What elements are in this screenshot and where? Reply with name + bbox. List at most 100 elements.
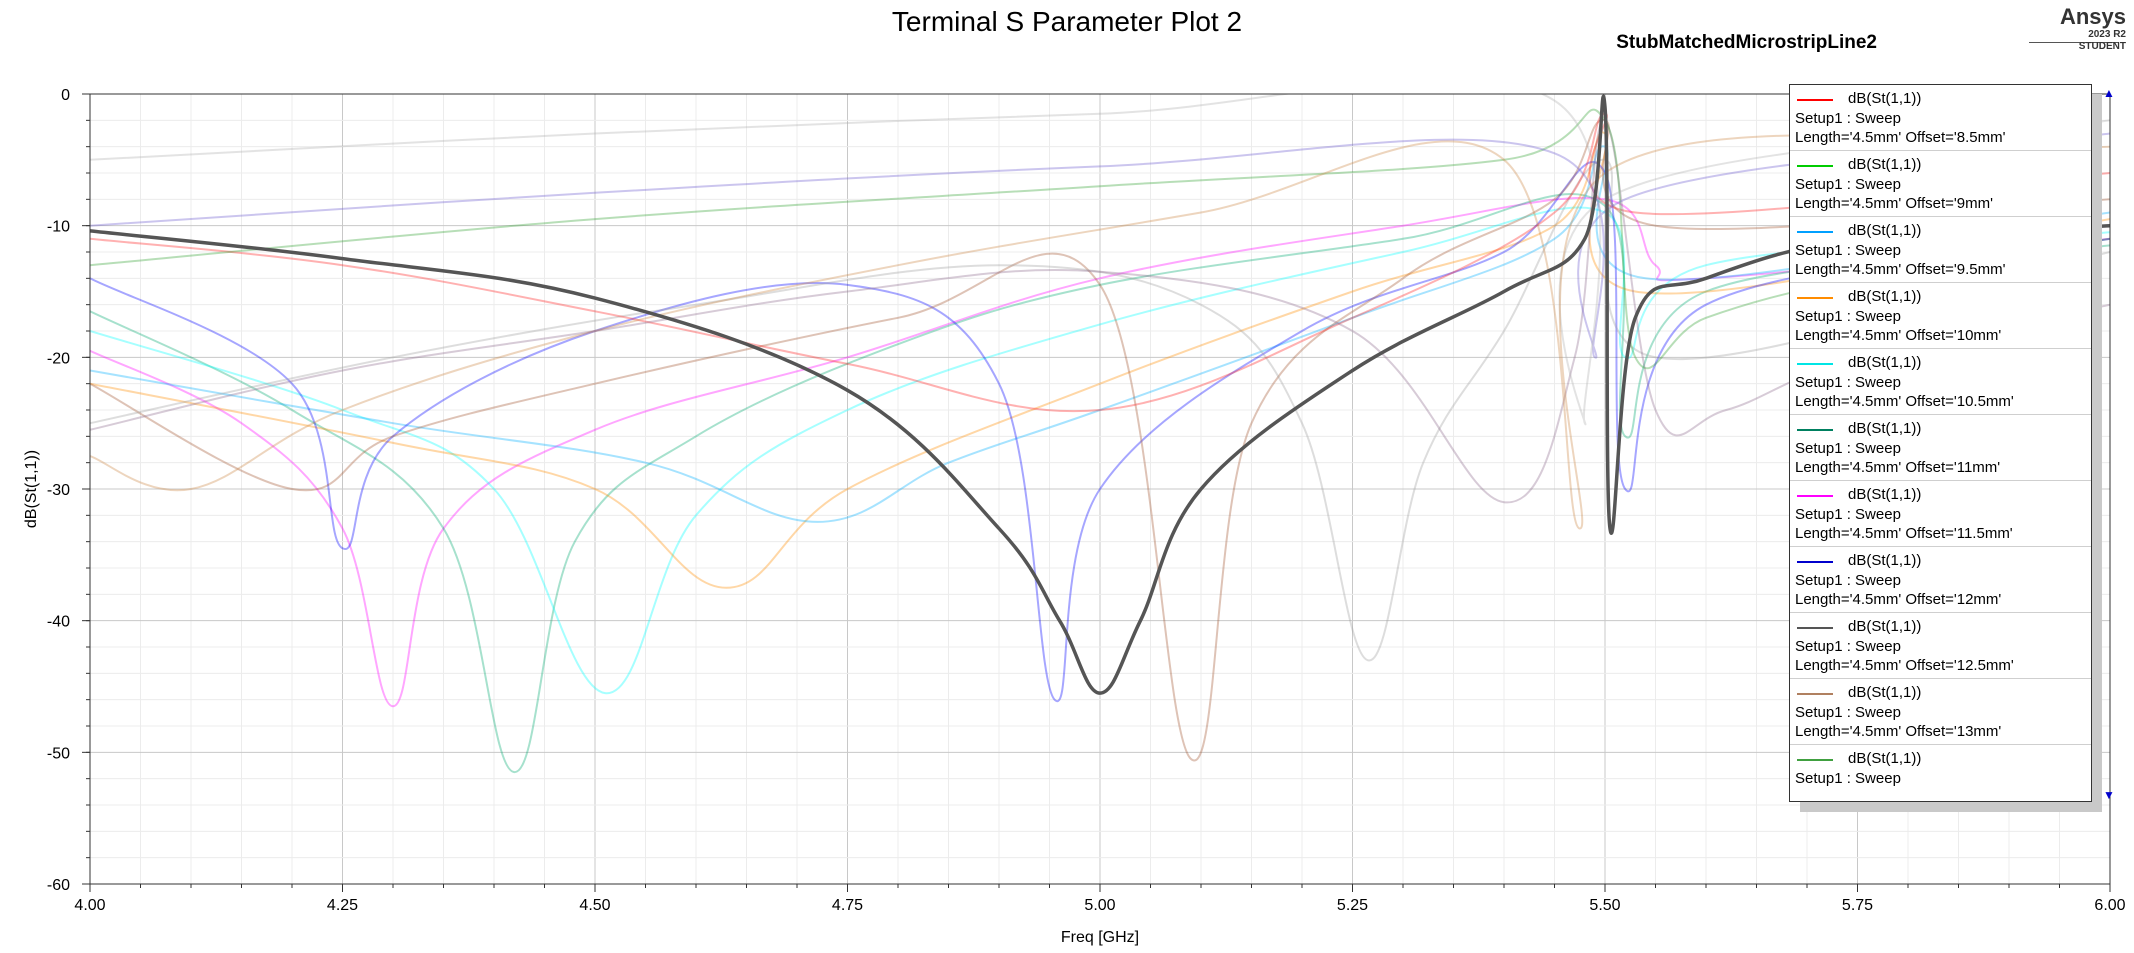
- legend-swatch: [1797, 231, 1833, 233]
- legend-setup: Setup1 : Sweep: [1795, 440, 1901, 457]
- legend-setup: Setup1 : Sweep: [1795, 374, 1901, 391]
- legend-swatch: [1797, 99, 1833, 101]
- design-name: StubMatchedMicrostripLine2: [1616, 32, 1877, 53]
- legend-trace: dB(St(1,1)): [1848, 222, 1922, 239]
- highlighted-series-line[interactable]: [90, 94, 2110, 695]
- background-series-line-6: [90, 161, 2110, 703]
- x-tick-label: 5.50: [1589, 897, 1620, 914]
- legend-entry[interactable]: dB(St(1,1)) Setup1 : Sweep Length='4.5mm' …: [1790, 415, 2091, 481]
- scroll-down-arrow-icon[interactable]: ▼: [2103, 788, 2115, 802]
- x-tick-label: 5.00: [1084, 897, 1115, 914]
- x-tick-label: 4.00: [74, 897, 105, 914]
- y-tick-label: -20: [47, 350, 70, 367]
- legend-swatch: [1797, 561, 1833, 563]
- legend-swatch: [1797, 429, 1833, 431]
- y-tick-label: -60: [47, 877, 70, 894]
- scroll-up-arrow-icon[interactable]: ▲: [2103, 86, 2115, 100]
- background-series-line-11: [90, 108, 2110, 370]
- y-axis-label: dB(St(1,1)): [23, 450, 40, 528]
- legend-setup: Setup1 : Sweep: [1795, 704, 1901, 721]
- legend-swatch: [1797, 693, 1833, 695]
- legend-swatch: [1797, 363, 1833, 365]
- legend-swatch: [1797, 759, 1833, 761]
- y-tick-label: -50: [47, 745, 70, 762]
- chart-title: Terminal S Parameter Plot 2: [891, 6, 1243, 37]
- background-series-line-4: [90, 131, 2110, 589]
- legend[interactable]: dB(St(1,1)) Setup1 : Sweep Length='4.5mm' …: [1789, 84, 2092, 802]
- legend-entry[interactable]: dB(St(1,1)) Setup1 : Sweep Length='4.5mm' …: [1790, 613, 2091, 679]
- legend-vars: Length='4.5mm' Offset='12.5mm': [1795, 657, 2014, 674]
- background-series-line-12: [90, 132, 2110, 359]
- x-tick-label: 5.25: [1337, 897, 1368, 914]
- background-series-line-9: [90, 112, 2110, 413]
- background-series-line-10: [90, 119, 2110, 504]
- brand-license: STUDENT: [2078, 41, 2126, 52]
- legend-swatch: [1797, 495, 1833, 497]
- y-tick-label: -40: [47, 614, 70, 631]
- legend-vars: Length='4.5mm' Offset='11mm': [1795, 459, 2001, 476]
- legend-setup: Setup1 : Sweep: [1795, 242, 1901, 259]
- background-series-line-7: [90, 119, 2110, 762]
- y-tick-label: 0: [61, 87, 70, 104]
- highlighted-series-group: [90, 94, 2110, 695]
- legend-swatch: [1797, 627, 1833, 629]
- legend-setup: Setup1 : Sweep: [1795, 770, 1901, 787]
- brand-version: 2023 R2: [2088, 29, 2126, 40]
- legend-setup: Setup1 : Sweep: [1795, 572, 1901, 589]
- y-tick-label: -30: [47, 482, 70, 499]
- legend-swatch: [1797, 297, 1833, 299]
- legend-trace: dB(St(1,1)): [1848, 552, 1922, 569]
- x-tick-label: 4.25: [327, 897, 358, 914]
- axes: 4.00 4.25 4.50 4.75 5.00 5.25 5.50 5.75 6.00 0 -10…: [47, 87, 2126, 914]
- legend-entry[interactable]: dB(St(1,1)) Setup1 : Sweep Length='4.5mm' …: [1790, 85, 2091, 151]
- legend-entry[interactable]: dB(St(1,1)) Setup1 : Sweep Length='4.5mm' …: [1790, 547, 2091, 613]
- legend-entry[interactable]: dB(St(1,1)) Setup1 : Sweep Length='4.5mm' …: [1790, 481, 2091, 547]
- legend-vars: Length='4.5mm' Offset='9.5mm': [1795, 261, 2006, 278]
- legend-entry[interactable]: dB(St(1,1)) Setup1 : Sweep Length='4.5mm' …: [1790, 217, 2091, 283]
- legend-vars: Length='4.5mm' Offset='10mm': [1795, 327, 2002, 344]
- legend-vars: Length='4.5mm' Offset='9mm': [1795, 195, 1993, 212]
- background-series-line-2: [90, 193, 2110, 774]
- subtitle-divider: [2029, 42, 2119, 43]
- legend-trace: dB(St(1,1)): [1848, 420, 1922, 437]
- background-series-line-5: [90, 145, 2110, 523]
- x-tick-label: 4.75: [832, 897, 863, 914]
- background-series-line-14: [90, 134, 2110, 530]
- legend-vars: Length='4.5mm' Offset='8.5mm': [1795, 129, 2006, 146]
- legend-entry[interactable]: dB(St(1,1)) Setup1 : Sweep Length='4.5mm' …: [1790, 151, 2091, 217]
- legend-setup: Setup1 : Sweep: [1795, 110, 1901, 127]
- legend-trace: dB(St(1,1)): [1848, 156, 1922, 173]
- y-tick-label: -10: [47, 219, 70, 236]
- legend-trace: dB(St(1,1)): [1848, 684, 1922, 701]
- legend-entry[interactable]: dB(St(1,1)) Setup1 : Sweep: [1790, 745, 2091, 801]
- background-series-line-13: [90, 94, 2110, 426]
- legend-vars: Length='4.5mm' Offset='11.5mm': [1795, 525, 2013, 542]
- brand-name: Ansys: [2059, 4, 2126, 29]
- background-series-line-1: [90, 196, 2110, 708]
- legend-setup: Setup1 : Sweep: [1795, 638, 1901, 655]
- legend-trace: dB(St(1,1)): [1848, 486, 1922, 503]
- legend-setup: Setup1 : Sweep: [1795, 176, 1901, 193]
- legend-setup: Setup1 : Sweep: [1795, 506, 1901, 523]
- ansys-logo: Ansys 2023 R2 STUDENT: [2060, 6, 2126, 52]
- background-series-group: [90, 94, 2110, 774]
- legend-trace: dB(St(1,1)): [1848, 750, 1922, 767]
- legend-trace: dB(St(1,1)): [1848, 354, 1922, 371]
- legend-setup: Setup1 : Sweep: [1795, 308, 1901, 325]
- legend-trace: dB(St(1,1)): [1848, 90, 1922, 107]
- legend-vars: Length='4.5mm' Offset='13mm': [1795, 723, 2002, 740]
- legend-vars: Length='4.5mm' Offset='10.5mm': [1795, 393, 2014, 410]
- x-tick-label: 5.75: [1842, 897, 1873, 914]
- x-axis-label: Freq [GHz]: [1061, 929, 1139, 946]
- background-series-line-3: [90, 206, 2110, 695]
- legend-swatch: [1797, 165, 1833, 167]
- x-tick-label: 4.50: [579, 897, 610, 914]
- legend-entry[interactable]: dB(St(1,1)) Setup1 : Sweep Length='4.5mm' …: [1790, 679, 2091, 745]
- legend-vars: Length='4.5mm' Offset='12mm': [1795, 591, 2002, 608]
- x-tick-label: 6.00: [2094, 897, 2125, 914]
- legend-entry[interactable]: dB(St(1,1)) Setup1 : Sweep Length='4.5mm' …: [1790, 349, 2091, 415]
- legend-trace: dB(St(1,1)): [1848, 288, 1922, 305]
- legend-trace: dB(St(1,1)): [1848, 618, 1922, 635]
- legend-entry[interactable]: dB(St(1,1)) Setup1 : Sweep Length='4.5mm' …: [1790, 283, 2091, 349]
